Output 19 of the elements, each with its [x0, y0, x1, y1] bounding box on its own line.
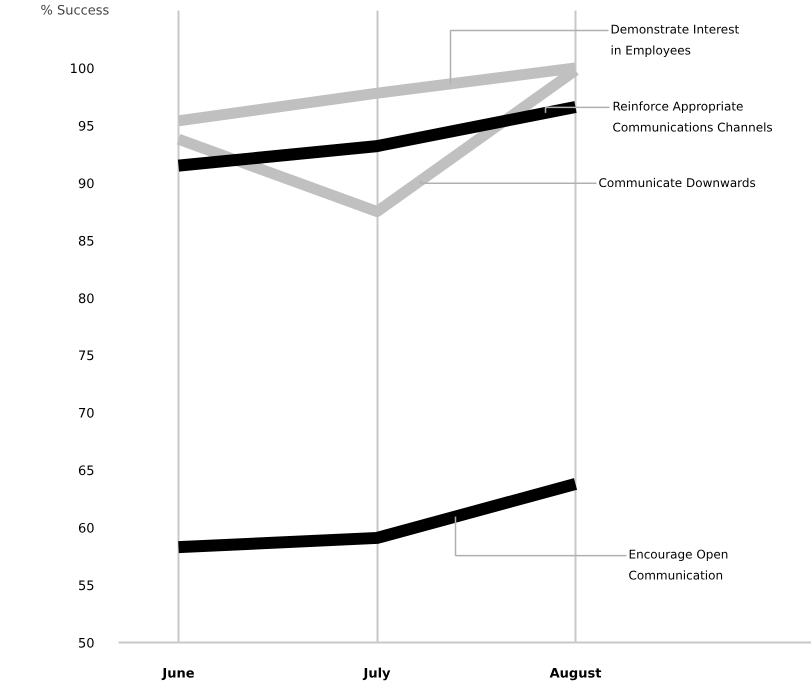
y-tick-label: 95 — [78, 119, 95, 134]
y-tick-label: 75 — [78, 349, 95, 364]
text: Communicate Downwards — [598, 176, 756, 190]
text: Demonstrate Interest in Employees — [610, 22, 740, 58]
y-tick-label: 55 — [78, 579, 95, 594]
y-tick-label: 85 — [78, 234, 95, 250]
text: Encourage Open Communication — [628, 548, 728, 583]
y-tick-label: 90 — [78, 176, 95, 192]
y-axis-title: % Success — [40, 4, 110, 18]
y-tick-label: 70 — [78, 406, 95, 422]
y-tick-label: 65 — [78, 464, 95, 480]
x-tick-label: July — [362, 666, 392, 682]
y-tick-label: 60 — [78, 522, 95, 537]
y-tick-label: 80 — [78, 292, 95, 307]
y-tick-label: 50 — [78, 636, 95, 652]
y-tick-label: 100 — [70, 62, 95, 77]
x-tick-label: June — [161, 666, 195, 682]
x-tick-label: August — [550, 666, 602, 682]
text: Reinforce Appropriate Communications Channels — [612, 99, 773, 134]
